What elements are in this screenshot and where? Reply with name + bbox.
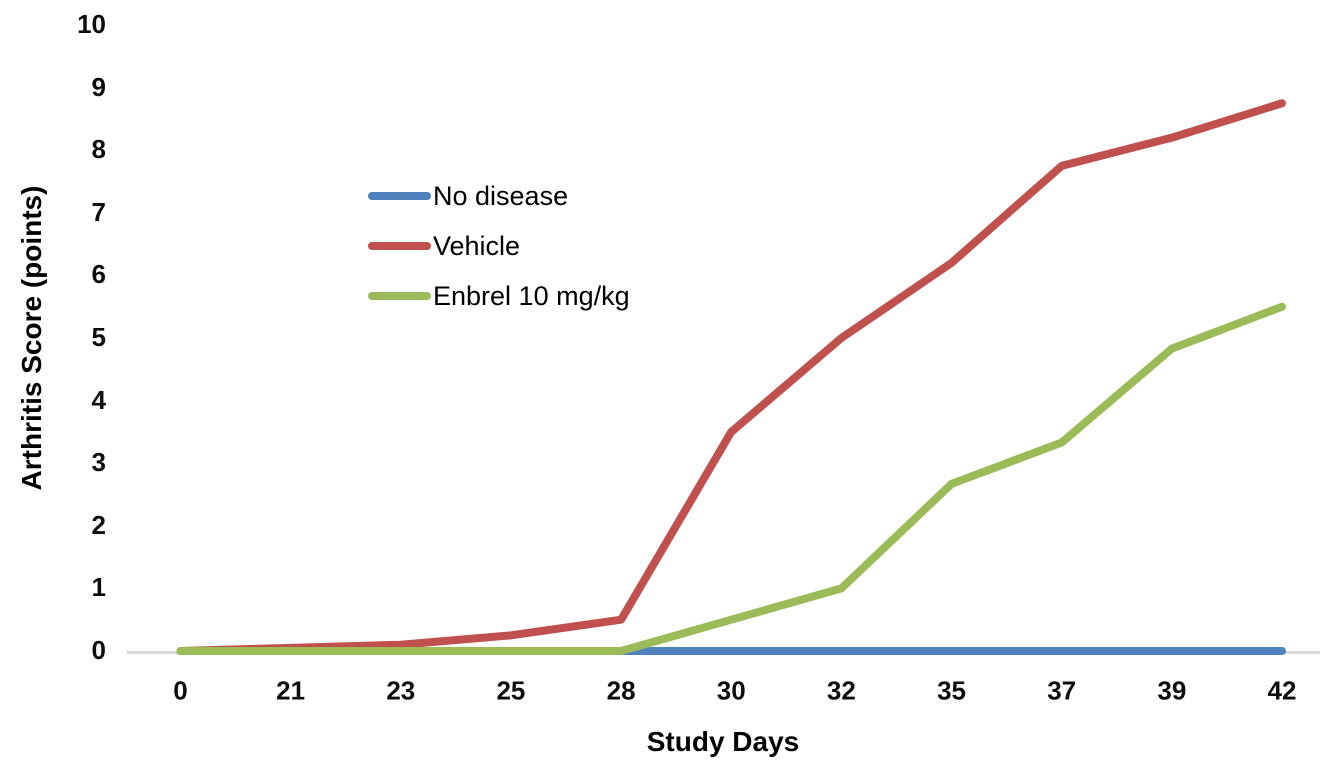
y-tick-0: 0 [91,634,106,665]
x-tick-35: 35 [937,675,967,706]
legend-label-vehicle: Vehicle [433,230,521,261]
x-axis-title: Study Days [646,726,800,757]
vehicle-line-swatch [368,242,431,250]
y-tick-6: 6 [91,259,106,290]
x-tick-32: 32 [826,675,856,706]
legend-item-no-disease: No disease [368,178,630,214]
no-disease-line-swatch [368,192,431,200]
legend: No disease Vehicle Enbrel 10 mg/kg [368,178,630,314]
legend-label-no-disease: No disease [433,180,569,211]
series-line-enbrel-10-mg-kg [176,302,1286,655]
x-tick-21: 21 [276,675,306,706]
y-tick-1: 1 [91,572,106,603]
y-tick-3: 3 [91,447,106,478]
y-tick-7: 7 [91,196,106,227]
series-line-vehicle [176,99,1286,655]
legend-item-vehicle: Vehicle [368,228,630,264]
y-tick-9: 9 [91,71,106,102]
y-tick-8: 8 [91,134,106,165]
x-tick-39: 39 [1157,675,1187,706]
x-tick-25: 25 [496,675,526,706]
y-tick-4: 4 [91,384,106,415]
y-tick-2: 2 [91,509,106,540]
x-tick-37: 37 [1047,675,1077,706]
x-tick-42: 42 [1267,675,1297,706]
legend-item-enbrel: Enbrel 10 mg/kg [368,278,630,314]
x-tick-0: 0 [173,675,188,706]
enbrel-line-swatch [368,292,431,300]
x-tick-28: 28 [606,675,636,706]
x-tick-30: 30 [716,675,746,706]
y-tick-5: 5 [91,321,106,352]
x-tick-23: 23 [386,675,416,706]
legend-label-enbrel: Enbrel 10 mg/kg [433,280,630,311]
y-tick-10: 10 [77,8,106,39]
